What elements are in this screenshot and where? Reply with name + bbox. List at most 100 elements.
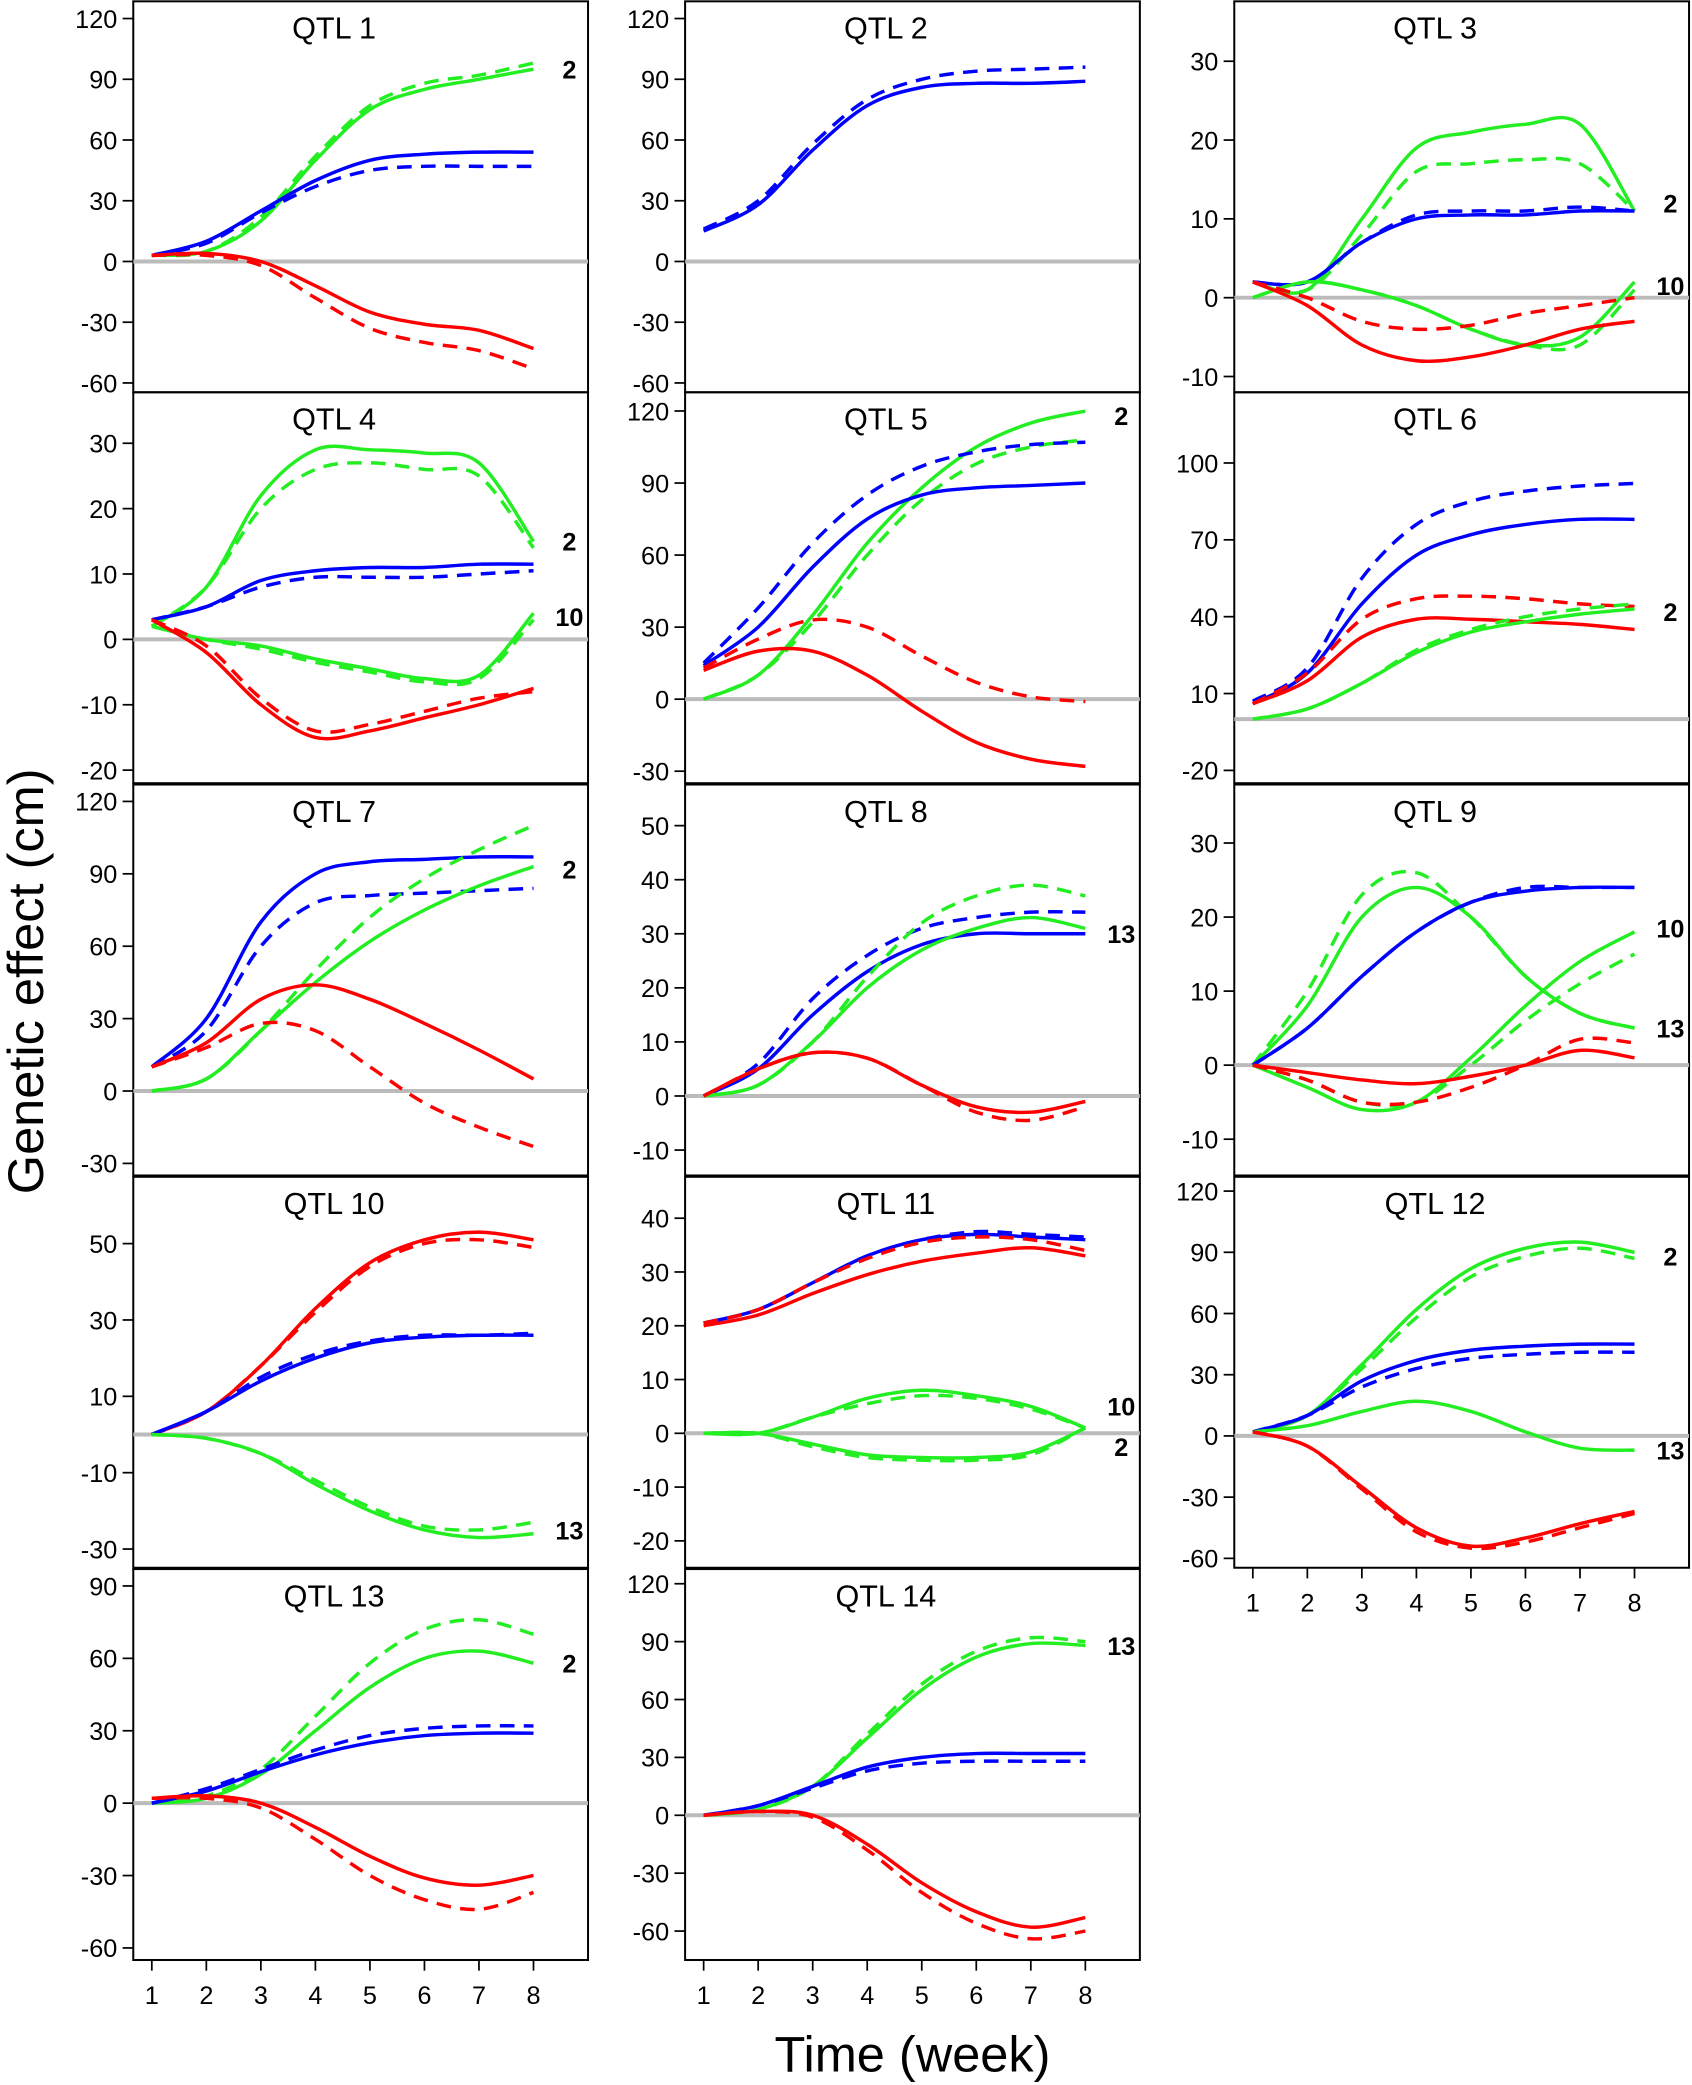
series-green-dashed [1252, 952, 1636, 1108]
series-red-solid [703, 1809, 1086, 1929]
y-tick-label: 90 [641, 67, 669, 95]
y-tick-label: 30 [89, 1006, 117, 1034]
y-tick-label: 50 [89, 1231, 117, 1259]
y-tick-label: 50 [641, 813, 669, 841]
panel-qtl-12: -60 -30 0 30 60 90 120 QTL 12 2 13 1 2 3 4 5 6 7 8 [1176, 1175, 1691, 1618]
y-tick-label: -30 [81, 1536, 118, 1564]
series-red-dashed [1252, 1430, 1635, 1551]
panel-title: QTL 9 [1393, 795, 1477, 829]
y-tick-label: -10 [633, 1137, 670, 1165]
series-red-solid [151, 983, 535, 1081]
y-tick-label: 70 [1190, 527, 1218, 555]
x-tick-label: 6 [1518, 1590, 1532, 1618]
series-blue-solid [151, 150, 534, 258]
y-tick-label: 10 [1190, 681, 1218, 709]
x-tick-label: 1 [1246, 1590, 1260, 1618]
x-tick-label: 2 [199, 1982, 213, 2010]
panel-frame [132, 391, 590, 785]
series-blue-solid [1252, 208, 1635, 287]
x-tick-label: 1 [697, 1982, 711, 2010]
y-tick-label: 60 [1190, 1301, 1218, 1329]
x-tick-label: 8 [1627, 1590, 1641, 1618]
panel-title: QTL 12 [1385, 1187, 1486, 1221]
series-red-solid [150, 618, 534, 741]
series-green-dashed [151, 618, 535, 687]
y-tick-label: -30 [1182, 1484, 1219, 1512]
y-tick-label: -10 [1182, 364, 1219, 392]
x-tick-label: 2 [1300, 1590, 1314, 1618]
panel-frame [132, 783, 590, 1177]
series-green-dashed [1252, 156, 1636, 294]
y-tick-label: 40 [1190, 604, 1218, 632]
panel-qtl-6: -20 10 40 70 100 QTL 6 2 [1176, 391, 1691, 786]
y-tick-label: -60 [81, 1935, 118, 1963]
y-tick-label: -20 [633, 1528, 670, 1556]
series-red-dashed [702, 1050, 1086, 1123]
x-tick-label: 5 [363, 1982, 377, 2010]
y-tick-label: -10 [1182, 1126, 1219, 1154]
y-tick-label: -20 [81, 757, 118, 785]
panel-qtl-13: -60 -30 0 30 60 90 QTL 13 2 1 2 3 4 5 6 7 8 [81, 1568, 590, 2010]
series-green-dashed [702, 438, 1086, 701]
panel-title: QTL 11 [837, 1187, 936, 1221]
series-blue-solid [1251, 885, 1635, 1067]
panel-title: QTL 14 [835, 1579, 936, 1613]
y-tick-label: -60 [81, 370, 118, 398]
series-red-dashed [151, 1795, 535, 1912]
series-green-dashed [703, 1635, 1086, 1818]
series-red-solid [1252, 1430, 1635, 1549]
y-axis-label: Genetic effect (cm) [0, 768, 54, 1194]
series-green-dashed [151, 1432, 534, 1532]
series-end-label: 13 [555, 1517, 583, 1545]
series-green-solid [703, 1388, 1086, 1437]
panel-qtl-7: -30 0 30 60 90 120 QTL 7 2 [75, 783, 590, 1179]
panel-qtl-2: -60 -30 0 30 60 90 120 QTL 2 [627, 0, 1141, 398]
series-end-label: 10 [555, 604, 583, 632]
y-tick-label: 20 [641, 1313, 669, 1341]
series-red-solid [151, 251, 535, 351]
series-blue-solid [702, 79, 1086, 233]
panel-title: QTL 4 [292, 402, 376, 436]
y-tick-label: -60 [633, 370, 670, 398]
panel-title: QTL 10 [284, 1187, 385, 1221]
y-tick-label: 10 [641, 1367, 669, 1395]
panel-title: QTL 6 [1393, 402, 1477, 436]
panel-frame [684, 0, 1141, 394]
series-green-dashed [703, 1393, 1086, 1437]
panel-frame [684, 783, 1141, 1177]
panel-frame [132, 0, 590, 394]
x-tick-label: 3 [806, 1982, 820, 2010]
series-blue-dashed [151, 164, 534, 258]
series-green-dashed [1251, 869, 1635, 1067]
y-tick-label: 0 [103, 249, 117, 277]
series-blue-solid [702, 931, 1086, 1098]
x-tick-label: 3 [254, 1982, 268, 2010]
y-tick-label: 90 [1190, 1240, 1218, 1268]
series-end-label: 13 [1107, 1633, 1135, 1661]
panel-title: QTL 7 [292, 795, 376, 829]
panel-frame [1233, 1175, 1691, 1569]
y-tick-label: 90 [641, 470, 669, 498]
y-tick-label: 30 [641, 1745, 669, 1773]
y-tick-label: 30 [89, 431, 117, 459]
y-tick-label: 0 [103, 627, 117, 655]
series-red-dashed [1251, 594, 1635, 706]
y-tick-label: 0 [103, 1790, 117, 1818]
x-tick-label: 5 [1464, 1590, 1478, 1618]
y-tick-label: 0 [655, 686, 669, 714]
y-tick-label: 90 [89, 1573, 117, 1601]
y-tick-label: 30 [641, 1259, 669, 1287]
y-tick-label: 0 [103, 1078, 117, 1106]
series-blue-dashed [1252, 205, 1635, 287]
panel-qtl-3: -10 0 10 20 30 QTL 3 2 10 [1182, 0, 1691, 394]
y-tick-label: -30 [633, 759, 670, 787]
y-tick-label: 20 [1190, 127, 1218, 155]
y-tick-label: 60 [641, 542, 669, 570]
y-tick-label: 90 [89, 67, 117, 95]
x-tick-label: 6 [417, 1982, 431, 2010]
series-blue-solid [151, 1333, 534, 1437]
series-green-dashed [151, 1617, 534, 1805]
y-tick-label: -60 [1182, 1546, 1219, 1574]
